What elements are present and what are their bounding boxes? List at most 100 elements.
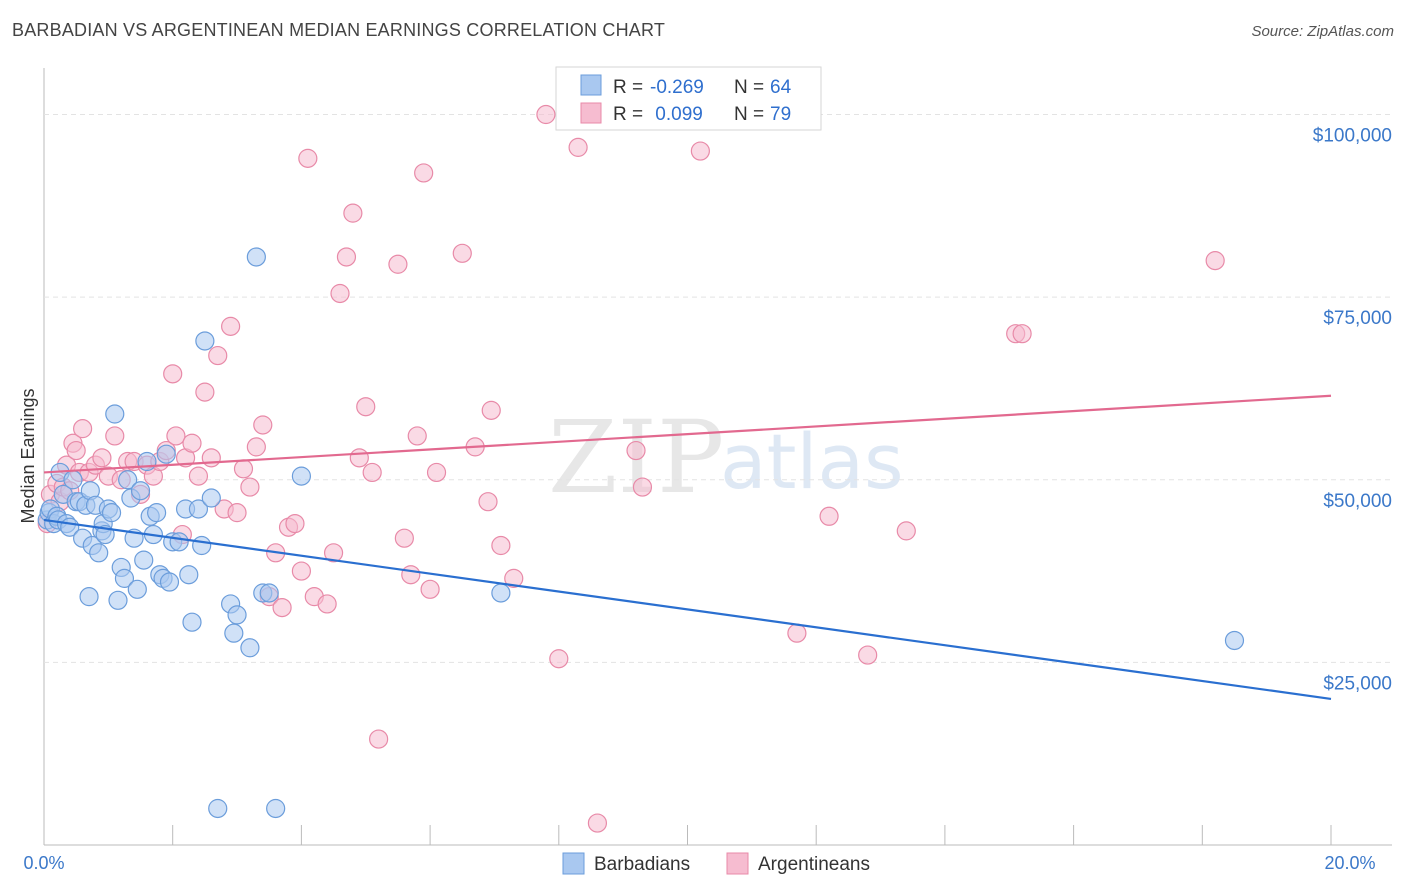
argentinean-point: [323, 543, 344, 563]
argentinean-point: [349, 448, 369, 468]
argentinean-point: [420, 579, 440, 599]
series-legend: Barbadians Argentineans: [562, 852, 870, 875]
argentinean-point: [369, 729, 389, 749]
argentinean-point: [362, 462, 382, 483]
watermark: ZIP atlas: [548, 399, 904, 516]
barbadian-point: [208, 798, 228, 819]
argentinean-point: [208, 345, 228, 366]
argentinean-point: [221, 316, 241, 336]
argentinean-point: [858, 645, 878, 665]
argentinean-point: [787, 623, 807, 643]
barbadian-point: [240, 638, 260, 658]
argentinean-point: [426, 462, 447, 483]
argentinean-point: [182, 433, 202, 453]
argentinean-point: [246, 437, 266, 457]
argentinean-point: [481, 400, 501, 420]
argentinean-point: [401, 565, 421, 585]
y-tick-label: $100,000: [1313, 126, 1392, 147]
legend-r-label-2: R =: [613, 104, 643, 125]
argentinean-point: [896, 521, 916, 541]
y-tick-label: $75,000: [1323, 308, 1392, 329]
barbadian-point: [169, 532, 189, 552]
legend-swatch-barbadians: [580, 74, 602, 96]
argentinean-point: [388, 254, 408, 274]
argentinean-point: [285, 513, 305, 534]
barbadian-point: [147, 503, 167, 523]
barbadian-point: [259, 583, 279, 603]
barbadian-point: [156, 444, 176, 464]
barbadian-point: [201, 488, 221, 508]
barbadian-point: [195, 331, 215, 351]
argentinean-point: [240, 477, 260, 497]
barbadian-point: [130, 481, 151, 501]
barbadians-trendline: [43, 518, 1332, 700]
argentinean-point: [272, 597, 292, 618]
argentinean-point: [166, 426, 186, 446]
bottom-legend-swatch-barbadians: [562, 852, 585, 875]
bottom-legend-swatch-argentineans: [726, 852, 749, 875]
argentinean-point: [407, 426, 427, 446]
trendlines: [43, 394, 1332, 700]
argentinean-point: [298, 148, 318, 168]
y-tick-label: $25,000: [1323, 673, 1392, 694]
barbadian-point: [491, 583, 511, 603]
argentinean-point: [188, 466, 209, 486]
argentinean-point: [568, 137, 588, 157]
argentinean-point: [330, 283, 350, 304]
source-label: Source: ZipAtlas.com: [1251, 23, 1394, 40]
argentinean-point: [227, 503, 247, 523]
argentinean-point: [1205, 251, 1225, 271]
argentinean-point: [163, 364, 183, 384]
barbadian-point: [179, 565, 199, 585]
argentinean-point: [587, 813, 608, 833]
y-axis-label: Median Earnings: [18, 388, 38, 523]
argentinean-point: [536, 104, 556, 125]
barbadian-point: [79, 587, 99, 607]
argentinean-point: [105, 426, 125, 446]
barbadian-point: [1224, 630, 1245, 651]
argentinean-point: [478, 492, 498, 512]
barbadian-point: [63, 470, 83, 490]
argentinean-point: [317, 594, 337, 614]
barbadian-point: [101, 503, 122, 523]
gridlines: [44, 114, 1392, 663]
x-ticks: [172, 825, 1332, 845]
barbadian-point: [89, 543, 109, 563]
barbadian-point: [224, 623, 244, 643]
argentinean-point: [195, 382, 215, 402]
argentinean-point: [336, 247, 357, 267]
legend-swatch-argentineans: [580, 102, 602, 124]
barbadian-point: [114, 568, 135, 588]
argentinean-point: [632, 477, 653, 497]
barbadian-point: [246, 247, 266, 267]
legend-n-value-2: 79: [770, 104, 791, 125]
argentinean-point: [452, 243, 472, 263]
argentinean-point: [253, 415, 273, 435]
bottom-legend-argentineans: Argentineans: [758, 854, 870, 875]
argentinean-point: [626, 440, 646, 461]
x-tick-label-max: 20.0%: [1324, 853, 1375, 873]
legend-r-label-1: R =: [613, 77, 643, 98]
barbadian-point: [108, 590, 128, 610]
argentinean-point: [491, 535, 511, 556]
argentinean-point: [414, 163, 434, 183]
argentinean-point: [356, 397, 376, 417]
x-tick-label-min: 0.0%: [23, 853, 64, 873]
argentinean-point: [66, 440, 86, 461]
barbadian-point: [134, 550, 154, 570]
legend-r-value-1: -0.269: [650, 77, 704, 98]
legend-n-label-2: N =: [734, 104, 764, 125]
y-tick-label: $50,000: [1323, 491, 1392, 512]
argentinean-point: [819, 506, 839, 526]
argentinean-point: [549, 649, 569, 669]
argentinean-point: [73, 419, 93, 439]
argentineans-trendline: [43, 394, 1332, 474]
argentinean-point: [201, 448, 221, 468]
barbadian-point: [227, 605, 247, 625]
argentinean-point: [92, 448, 112, 468]
argentinean-point: [343, 203, 363, 223]
correlation-legend: R = -0.269 N = 64 R = 0.099 N = 79: [555, 66, 822, 131]
barbadian-point: [118, 470, 138, 490]
barbadian-point: [105, 404, 125, 424]
